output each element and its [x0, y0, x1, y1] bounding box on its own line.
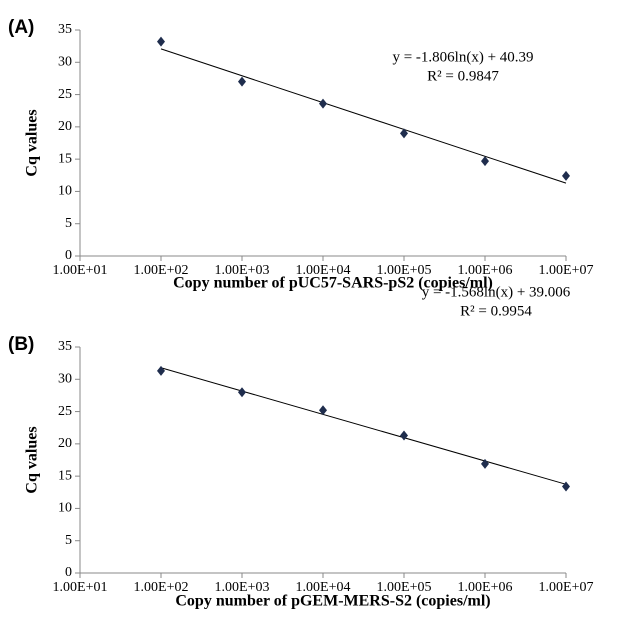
- y-tick-label: 5: [65, 533, 72, 548]
- x-tick-label: 1.00E+04: [296, 263, 351, 278]
- data-point: [319, 405, 327, 416]
- data-point: [400, 128, 408, 139]
- data-point: [238, 76, 246, 87]
- y-axis-title: Cq values: [24, 109, 41, 176]
- data-point: [481, 156, 489, 167]
- x-tick-label: 1.00E+05: [377, 580, 432, 595]
- data-point: [481, 458, 489, 469]
- panel-label: (B): [8, 334, 34, 355]
- y-tick-label: 30: [58, 372, 72, 387]
- x-tick-label: 1.00E+07: [539, 580, 594, 595]
- x-axis-title: Copy number of pUC57-SARS-pS2 (copies/ml…: [173, 275, 493, 292]
- trendline-equation: y = -1.568ln(x) + 39.006: [422, 284, 571, 300]
- y-tick-label: 25: [58, 404, 72, 419]
- x-tick-label: 1.00E+04: [296, 580, 351, 595]
- y-tick-label: 0: [65, 248, 72, 263]
- data-point: [562, 481, 570, 492]
- x-tick-label: 1.00E+05: [377, 263, 432, 278]
- y-tick-label: 10: [58, 184, 72, 199]
- x-tick-label: 1.00E+03: [215, 263, 270, 278]
- data-point: [319, 98, 327, 109]
- x-tick-label: 1.00E+02: [134, 580, 189, 595]
- trendline-equation: y = -1.806ln(x) + 40.39: [392, 49, 533, 65]
- y-tick-label: 0: [65, 565, 72, 580]
- data-point: [157, 365, 165, 376]
- trendline: [160, 367, 567, 485]
- y-tick-label: 25: [58, 87, 72, 102]
- x-tick-label: 1.00E+01: [53, 263, 108, 278]
- y-tick-label: 20: [58, 436, 72, 451]
- r-squared: R² = 0.9954: [460, 303, 532, 319]
- panel-label: (A): [8, 17, 34, 38]
- y-tick-label: 15: [58, 151, 72, 166]
- x-tick-label: 1.00E+07: [539, 263, 594, 278]
- x-tick-label: 1.00E+06: [458, 263, 513, 278]
- y-tick-label: 20: [58, 119, 72, 134]
- x-tick-label: 1.00E+02: [134, 263, 189, 278]
- data-point: [400, 430, 408, 441]
- data-point: [562, 170, 570, 181]
- x-axis-title: Copy number of pGEM-MERS-S2 (copies/ml): [175, 593, 490, 610]
- y-tick-label: 35: [58, 22, 72, 37]
- x-tick-label: 1.00E+03: [215, 580, 270, 595]
- data-point: [157, 36, 165, 47]
- y-tick-label: 5: [65, 216, 72, 231]
- y-tick-label: 15: [58, 468, 72, 483]
- x-tick-label: 1.00E+06: [458, 580, 513, 595]
- y-axis-title: Cq values: [24, 426, 41, 493]
- y-tick-label: 30: [58, 55, 72, 70]
- y-tick-label: 35: [58, 339, 72, 354]
- r-squared: R² = 0.9847: [427, 68, 499, 84]
- x-tick-label: 1.00E+01: [53, 580, 108, 595]
- trendline: [160, 48, 567, 184]
- y-tick-label: 10: [58, 501, 72, 516]
- data-point: [238, 387, 246, 398]
